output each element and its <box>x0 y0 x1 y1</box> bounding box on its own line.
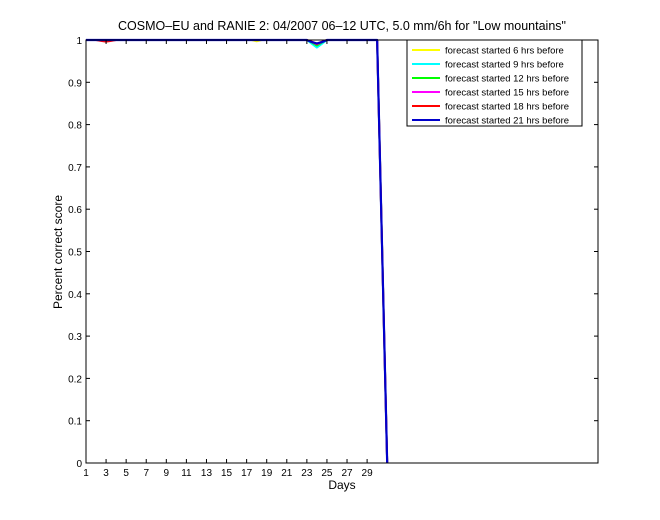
x-tick-label: 23 <box>301 468 313 479</box>
y-tick-label: 0.1 <box>68 417 82 428</box>
y-tick-label: 0.8 <box>68 121 82 132</box>
legend-label: forecast started 12 hrs before <box>445 74 569 85</box>
x-tick-label: 15 <box>221 468 233 479</box>
chart-title: COSMO–EU and RANIE 2: 04/2007 06–12 UTC,… <box>118 19 566 33</box>
y-tick-label: 0.2 <box>68 374 82 385</box>
y-tick-label: 0.5 <box>68 248 82 259</box>
y-axis-ticks: 0 0.1 0.2 0.3 0.4 0.5 0.6 0.7 0.8 0.9 1 <box>68 36 598 470</box>
y-axis-label: Percent correct score <box>51 195 65 309</box>
x-tick-label: 21 <box>281 468 293 479</box>
legend-box <box>406 39 583 127</box>
x-axis-ticks: 1 3 5 7 9 11 13 15 17 19 21 23 25 27 29 <box>83 40 373 479</box>
x-tick-label: 7 <box>143 468 149 479</box>
y-tick-label: 0.3 <box>68 332 82 343</box>
legend-label: forecast started 9 hrs before <box>445 60 564 71</box>
y-tick-label: 0.9 <box>68 78 82 89</box>
x-tick-label: 27 <box>341 468 353 479</box>
y-tick-label: 0.4 <box>68 290 82 301</box>
x-tick-label: 29 <box>362 468 374 479</box>
x-tick-label: 3 <box>103 468 109 479</box>
x-axis-label: Days <box>328 478 355 492</box>
legend-label: forecast started 6 hrs before <box>445 46 564 57</box>
x-tick-label: 1 <box>83 468 89 479</box>
y-tick-label: 0.6 <box>68 205 82 216</box>
legend-label: forecast started 21 hrs before <box>445 116 569 127</box>
x-tick-label: 19 <box>261 468 273 479</box>
x-tick-label: 13 <box>201 468 213 479</box>
y-tick-label: 0.7 <box>68 163 82 174</box>
x-tick-label: 11 <box>181 468 192 479</box>
y-tick-label: 0 <box>76 459 82 470</box>
x-tick-label: 17 <box>241 468 253 479</box>
x-tick-label: 25 <box>321 468 333 479</box>
x-tick-label: 9 <box>164 468 170 479</box>
y-tick-label: 1 <box>76 36 82 47</box>
legend: forecast started 6 hrs before forecast st… <box>406 39 583 127</box>
legend-label: forecast started 18 hrs before <box>445 102 569 113</box>
legend-label: forecast started 15 hrs before <box>445 88 569 99</box>
x-tick-label: 5 <box>123 468 129 479</box>
